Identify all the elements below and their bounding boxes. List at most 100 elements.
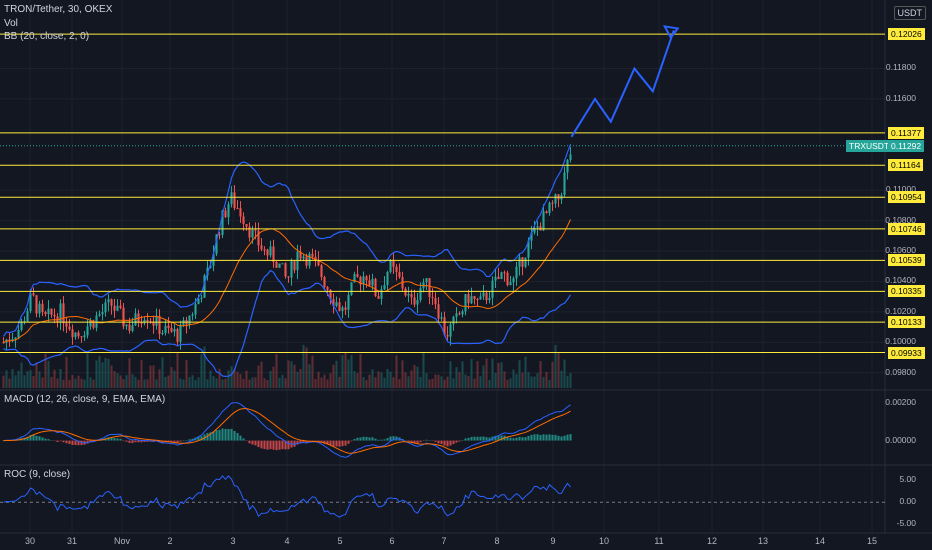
volume-bar	[341, 355, 344, 388]
macd-histogram-bar	[200, 436, 203, 441]
candle-body	[131, 325, 134, 331]
candle-body	[464, 294, 467, 312]
projection-arrow-line	[570, 30, 675, 138]
macd-histogram-bar	[392, 436, 395, 441]
macd-histogram-bar	[62, 440, 65, 443]
volume-bar	[47, 360, 50, 388]
macd-histogram-bar	[500, 435, 503, 441]
candle-body	[344, 307, 347, 310]
macd-histogram-bar	[425, 439, 428, 441]
macd-histogram-bar	[473, 436, 476, 441]
candle-body	[398, 272, 401, 278]
macd-histogram-bar	[59, 440, 62, 442]
volume-bar	[314, 378, 317, 388]
candle-body	[179, 324, 182, 342]
candle-body	[209, 265, 212, 268]
macd-histogram-bar	[344, 440, 347, 446]
candle-body	[335, 302, 338, 306]
candle-body	[503, 272, 506, 274]
volume-bar	[368, 374, 371, 388]
macd-histogram-bar	[458, 440, 461, 442]
volume-bar	[35, 362, 38, 388]
volume-bar	[521, 372, 524, 388]
volume-bar	[302, 344, 305, 388]
volume-bar	[98, 356, 101, 388]
candle-body	[74, 332, 77, 338]
candle-body	[293, 261, 296, 271]
volume-bar	[137, 379, 140, 388]
candle-body	[470, 296, 473, 304]
macd-histogram-bar	[65, 440, 68, 444]
macd-histogram-bar	[542, 434, 545, 441]
price-axis-tick: 0.11000	[885, 184, 916, 195]
macd-histogram-bar	[2, 440, 5, 442]
time-axis-label: 8	[494, 536, 500, 546]
candle-body	[233, 192, 236, 208]
time-axis-label: 15	[866, 536, 878, 546]
macd-histogram-bar	[434, 440, 437, 442]
candle-body	[65, 323, 68, 327]
volume-bar	[548, 379, 551, 388]
candle-body	[359, 276, 362, 285]
macd-histogram-bar	[356, 437, 359, 441]
candle-body	[146, 319, 149, 322]
macd-histogram-bar	[470, 436, 473, 441]
macd-histogram-bar	[464, 438, 467, 441]
volume-bar	[347, 359, 350, 388]
candle-body	[356, 274, 359, 277]
candle-body	[518, 257, 521, 267]
volume-bar	[44, 353, 47, 388]
macd-histogram-bar	[545, 434, 548, 441]
volume-bar	[533, 376, 536, 388]
bollinger-upper-band	[3, 143, 572, 337]
volume-bar	[299, 369, 302, 388]
volume-bar	[260, 361, 263, 388]
volume-bar	[488, 379, 491, 388]
macd-histogram-bar	[512, 438, 515, 441]
candle-body	[386, 271, 389, 285]
price-axis-tick: 0.11800	[885, 62, 916, 73]
macd-histogram-bar	[191, 438, 194, 441]
volume-bar	[125, 375, 128, 388]
macd-histogram-bar	[188, 439, 191, 441]
volume-bar	[221, 379, 224, 388]
candle-body	[569, 154, 572, 161]
macd-histogram-bar	[167, 440, 170, 443]
volume-bar	[275, 354, 278, 388]
candle-body	[272, 246, 275, 262]
candle-body	[53, 314, 56, 317]
volume-bar	[164, 376, 167, 388]
candle-body	[467, 294, 470, 304]
volume-bar	[374, 377, 377, 388]
candle-body	[89, 320, 92, 327]
macd-histogram-bar	[23, 437, 26, 441]
candle-body	[449, 324, 452, 337]
volume-bar	[50, 376, 53, 388]
macd-histogram-bar	[158, 440, 161, 443]
volume-bar	[539, 361, 542, 388]
price-axis-tick: 0.10800	[885, 214, 916, 225]
macd-histogram-bar	[305, 440, 308, 443]
volume-bar	[443, 379, 446, 388]
candle-body	[221, 210, 224, 235]
volume-bar	[29, 370, 32, 388]
price-axis-tick: 0.10200	[885, 305, 916, 316]
candle-body	[158, 315, 161, 334]
macd-histogram-bar	[32, 434, 35, 441]
candle-body	[86, 326, 89, 336]
volume-bar	[152, 365, 155, 388]
candle-body	[332, 299, 335, 306]
candle-body	[362, 276, 365, 285]
projection-arrow-head	[662, 25, 680, 40]
candle-body	[452, 316, 455, 325]
candle-body	[164, 325, 167, 333]
candle-body	[392, 260, 395, 267]
volume-bar	[380, 372, 383, 388]
volume-bar	[236, 371, 239, 388]
macd-histogram-bar	[317, 440, 320, 442]
macd-histogram-bar	[335, 440, 338, 447]
candle-body	[17, 329, 20, 338]
candle-body	[425, 278, 428, 283]
currency-selector[interactable]: USDT	[893, 6, 926, 20]
